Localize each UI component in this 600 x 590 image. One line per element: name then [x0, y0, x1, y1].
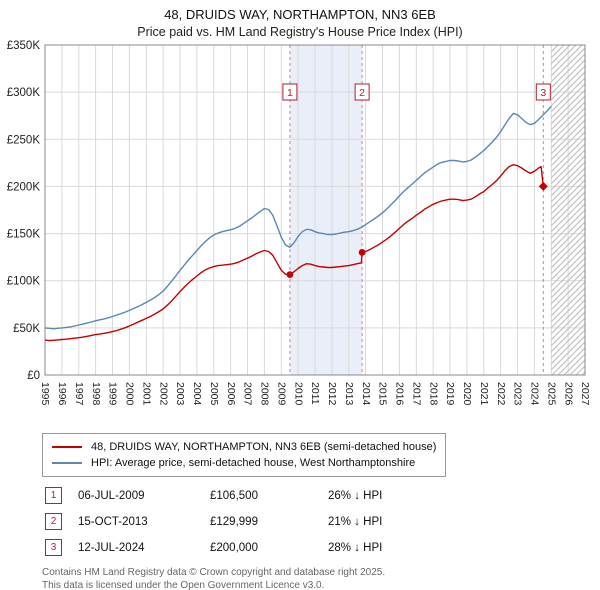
svg-text:2022: 2022	[495, 382, 507, 406]
svg-text:2024: 2024	[529, 382, 541, 406]
svg-text:2007: 2007	[242, 382, 254, 406]
chart-legend: 48, DRUIDS WAY, NORTHAMPTON, NN3 6EB (se…	[42, 433, 447, 477]
transaction-row: 3 12-JUL-2024 £200,000 28% ↓ HPI	[45, 539, 600, 556]
page-title: 48, DRUIDS WAY, NORTHAMPTON, NN3 6EB	[164, 7, 436, 22]
svg-text:3: 3	[540, 87, 546, 99]
svg-text:2015: 2015	[377, 382, 389, 406]
svg-text:2006: 2006	[225, 382, 237, 406]
title-block: 48, DRUIDS WAY, NORTHAMPTON, NN3 6EB Pri…	[0, 0, 600, 39]
svg-text:2016: 2016	[394, 382, 406, 406]
svg-text:2011: 2011	[309, 382, 321, 405]
svg-text:2: 2	[359, 87, 365, 99]
svg-text:2009: 2009	[276, 382, 288, 406]
transaction-hpi-delta: 26% ↓ HPI	[328, 489, 383, 502]
svg-text:£100K: £100K	[7, 276, 41, 288]
svg-text:2005: 2005	[208, 382, 220, 406]
transaction-hpi-delta: 21% ↓ HPI	[328, 515, 383, 528]
svg-text:2019: 2019	[444, 382, 456, 406]
hpi-line-swatch	[52, 462, 82, 464]
footer-line-1: Contains HM Land Registry data © Crown c…	[42, 567, 386, 578]
transaction-price: £200,000	[210, 541, 258, 554]
transaction-marker-1: 1	[45, 487, 62, 504]
svg-text:1999: 1999	[107, 382, 119, 406]
svg-text:2017: 2017	[411, 382, 423, 406]
footer-line-2: This data is licensed under the Open Gov…	[42, 580, 325, 590]
svg-text:2002: 2002	[157, 382, 169, 406]
page-subtitle: Price paid vs. HM Land Registry's House …	[137, 25, 463, 39]
svg-text:2023: 2023	[512, 382, 524, 406]
svg-text:1: 1	[287, 87, 293, 99]
svg-text:£350K: £350K	[7, 40, 41, 52]
svg-text:2003: 2003	[174, 382, 186, 406]
svg-text:2000: 2000	[124, 382, 136, 406]
svg-text:2020: 2020	[461, 382, 473, 406]
svg-text:£200K: £200K	[7, 181, 41, 193]
svg-text:2001: 2001	[141, 382, 153, 406]
svg-text:1998: 1998	[90, 382, 102, 406]
legend-item-hpi: HPI: Average price, semi-detached house,…	[52, 455, 436, 471]
svg-text:2008: 2008	[259, 382, 271, 406]
property-line-swatch	[52, 446, 82, 448]
transaction-price: £106,500	[210, 489, 258, 502]
license-footer: Contains HM Land Registry data © Crown c…	[42, 566, 600, 590]
transaction-marker-3: 3	[45, 539, 62, 556]
transaction-date: 15-OCT-2013	[78, 515, 148, 528]
svg-text:2014: 2014	[360, 382, 372, 406]
legend-item-property: 48, DRUIDS WAY, NORTHAMPTON, NN3 6EB (se…	[52, 439, 436, 455]
svg-text:2027: 2027	[579, 382, 591, 406]
svg-text:£50K: £50K	[13, 323, 40, 335]
svg-text:2021: 2021	[478, 382, 490, 406]
transaction-date: 12-JUL-2024	[78, 541, 145, 554]
transaction-row: 2 15-OCT-2013 £129,999 21% ↓ HPI	[45, 513, 600, 530]
svg-text:2026: 2026	[562, 382, 574, 406]
svg-text:2025: 2025	[546, 382, 558, 406]
svg-text:£0: £0	[27, 370, 40, 382]
svg-text:2004: 2004	[191, 382, 203, 406]
svg-text:2018: 2018	[427, 382, 439, 406]
svg-text:2010: 2010	[292, 382, 304, 406]
svg-text:1997: 1997	[73, 382, 85, 406]
svg-text:£150K: £150K	[7, 229, 41, 241]
svg-text:1996: 1996	[56, 382, 68, 406]
transaction-hpi-delta: 28% ↓ HPI	[328, 541, 383, 554]
price-chart: 1 2 3 £0 £50K £100K £150K £200K £250K £300K £350K 1…	[7, 40, 591, 406]
svg-text:2012: 2012	[326, 382, 338, 406]
svg-text:1995: 1995	[39, 382, 51, 406]
transaction-price: £129,999	[210, 515, 258, 528]
legend-label-hpi: HPI: Average price, semi-detached house,…	[91, 457, 416, 469]
svg-text:£250K: £250K	[7, 134, 41, 146]
transaction-row: 1 06-JUL-2009 £106,500 26% ↓ HPI	[45, 487, 600, 504]
svg-text:£300K: £300K	[7, 87, 41, 99]
transaction-marker-2: 2	[45, 513, 62, 530]
transaction-date: 06-JUL-2009	[78, 489, 145, 502]
legend-label-property: 48, DRUIDS WAY, NORTHAMPTON, NN3 6EB (se…	[91, 441, 437, 453]
transaction-list: 1 06-JUL-2009 £106,500 26% ↓ HPI 2 15-OC…	[45, 487, 600, 556]
svg-text:2013: 2013	[343, 382, 355, 406]
